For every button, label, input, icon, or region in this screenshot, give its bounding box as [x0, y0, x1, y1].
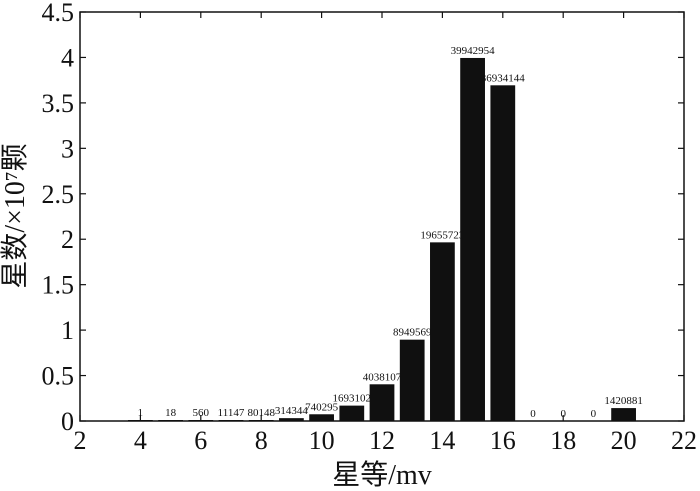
bar-value-label: 18	[165, 407, 177, 419]
bar	[611, 408, 636, 421]
bar-value-label: 1	[138, 407, 144, 419]
bar	[339, 405, 365, 421]
y-tick-label: 0.5	[42, 362, 75, 391]
bar-value-label: 0	[560, 408, 566, 420]
y-tick-label: 3	[61, 134, 74, 163]
bar	[490, 85, 516, 422]
x-tick-label: 12	[369, 426, 395, 455]
x-tick-label: 14	[429, 426, 455, 455]
bar	[399, 339, 425, 421]
x-tick-label: 18	[550, 426, 576, 455]
bar	[309, 414, 334, 421]
bar-value-label: 39942954	[451, 45, 496, 57]
bar-value-label: 1420881	[604, 395, 643, 407]
y-tick-label: 1	[61, 316, 74, 345]
y-tick-label: 2	[61, 225, 74, 254]
y-tick-label: 3.5	[42, 89, 75, 118]
bar-value-label: 19655723	[420, 229, 465, 241]
x-axis: 2 4 6 8 10 12 14 16 18 20 22	[74, 12, 697, 455]
x-axis-title: 星等/mv	[332, 459, 432, 491]
bar	[158, 420, 183, 421]
plot-frame	[79, 11, 685, 422]
bar-value-label: 80148	[247, 407, 275, 419]
y-tick-label: 1.5	[42, 271, 75, 300]
bar-value-label: 0	[530, 408, 536, 420]
y-tick-label: 4.5	[42, 0, 75, 27]
bar-value-label: 314344	[275, 405, 309, 417]
bar	[188, 420, 214, 421]
bar-value-label: 740295	[305, 401, 339, 413]
x-tick-label: 6	[194, 426, 207, 455]
bar	[460, 57, 485, 422]
y-tick-label: 4	[61, 43, 74, 72]
x-tick-label: 2	[74, 426, 87, 455]
bar-value-label: 4038107	[363, 371, 402, 383]
y-axis: 0 0.5 1 1.5 2 2.5 3 3.5 4 4.5	[42, 0, 684, 436]
bar	[218, 420, 244, 421]
x-tick-label: 22	[671, 426, 697, 455]
bar	[369, 384, 395, 421]
x-tick-label: 20	[611, 426, 637, 455]
bar	[430, 242, 455, 421]
y-tick-label: 2.5	[42, 180, 75, 209]
y-tick-label: 0	[61, 407, 74, 436]
x-tick-label: 16	[490, 426, 516, 455]
bar	[279, 418, 304, 421]
bar-value-label: 1693102	[333, 393, 372, 405]
bar-value-label: 36934144	[481, 72, 526, 84]
bar	[128, 420, 153, 421]
x-tick-label: 8	[255, 426, 268, 455]
bar	[248, 420, 274, 421]
bar-value-label: 8949569	[393, 327, 432, 339]
bar-value-label: 560	[193, 407, 210, 419]
bars	[128, 57, 636, 422]
bar-value-label: 0	[591, 408, 597, 420]
x-tick-label: 10	[309, 426, 335, 455]
y-axis-title: 星数/×10⁷颗	[0, 143, 31, 288]
bar-value-label: 11147	[218, 407, 245, 419]
x-tick-label: 4	[134, 426, 147, 455]
